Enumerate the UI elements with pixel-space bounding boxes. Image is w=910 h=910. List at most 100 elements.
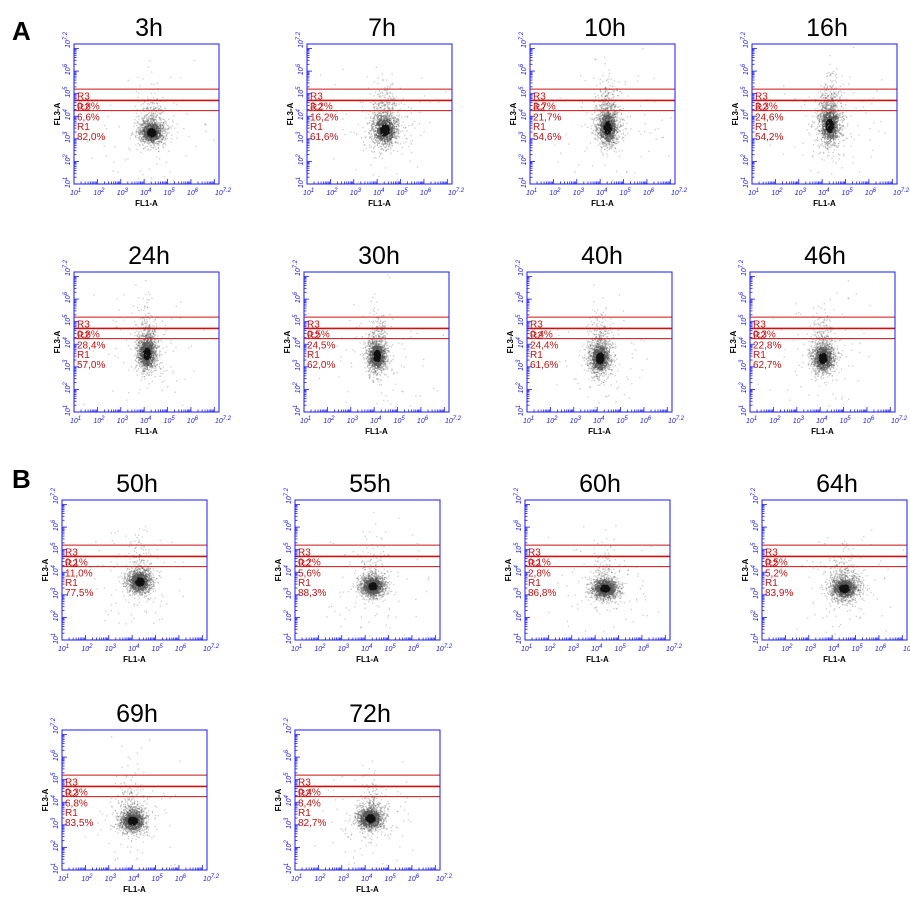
event-dots [320, 67, 447, 185]
y-tick-label: 107.2 [514, 487, 523, 504]
x-tick-label: 105 [397, 188, 409, 197]
gate-percent-r1: 82,0% [77, 132, 105, 143]
x-tick-label: 105 [840, 416, 852, 425]
y-tick-label: 101 [516, 405, 525, 416]
y-tick-label: 105 [284, 542, 293, 554]
y-tick-label: 101 [741, 177, 750, 188]
x-tick-label: 104 [361, 874, 373, 883]
y-axis-label: FL3-A [274, 558, 283, 581]
event-dots [89, 526, 188, 640]
scatter-plot: R30,8%R228,4%R157,0%10110110210210310310… [52, 242, 262, 447]
y-tick-label: 102 [741, 154, 750, 166]
x-tick-label: 102 [326, 188, 338, 197]
x-tick-label: 104 [370, 416, 382, 425]
y-tick-label: 104 [296, 108, 305, 120]
x-tick-label: 102 [544, 644, 556, 653]
x-tick-label: 102 [93, 416, 105, 425]
x-tick-label: 105 [164, 188, 176, 197]
y-axis-label: FL3-A [53, 102, 62, 125]
scatter-plot: R30,3%R222,8%R162,7%10110110210210310310… [728, 242, 910, 447]
y-tick-label: 102 [63, 382, 72, 394]
x-tick-label: 104 [591, 644, 603, 653]
x-tick-label: 101 [291, 874, 302, 883]
x-tick-label: 103 [805, 644, 817, 653]
y-tick-label: 103 [741, 131, 750, 143]
y-tick-label: 101 [284, 633, 293, 644]
x-axis-label: FL1-A [588, 427, 611, 436]
y-tick-label: 105 [296, 86, 305, 98]
event-dots [87, 60, 216, 185]
event-dots [326, 512, 429, 640]
y-tick-label: 107.2 [284, 487, 293, 504]
x-tick-label: 105 [152, 874, 164, 883]
x-tick-label: 101 [70, 416, 81, 425]
x-tick-label: 107.2 [448, 188, 465, 197]
x-axis-label: FL1-A [123, 655, 146, 664]
y-axis-label: FL3-A [274, 788, 283, 811]
y-tick-label: 102 [51, 610, 60, 622]
x-tick-label: 101 [521, 644, 532, 653]
x-tick-label: 103 [350, 188, 362, 197]
x-tick-label: 105 [620, 188, 632, 197]
x-tick-label: 106 [417, 416, 429, 425]
y-axis-label: FL3-A [506, 330, 515, 353]
x-tick-label: 103 [117, 416, 129, 425]
x-tick-label: 102 [771, 188, 783, 197]
x-tick-label: 105 [152, 644, 164, 653]
y-tick-label: 106 [63, 291, 72, 303]
x-axis-label: FL1-A [356, 885, 379, 894]
y-tick-label: 106 [293, 291, 302, 303]
x-tick-label: 103 [105, 644, 117, 653]
y-tick-label: 105 [63, 86, 72, 98]
y-tick-label: 104 [739, 336, 748, 348]
x-tick-label: 103 [338, 644, 350, 653]
x-axis-label: FL1-A [135, 199, 158, 208]
x-tick-label: 105 [615, 644, 627, 653]
x-tick-label: 106 [175, 874, 187, 883]
y-tick-label: 103 [284, 817, 293, 829]
y-tick-label: 101 [63, 405, 72, 416]
gate-percent-r1: 83,5% [65, 818, 93, 829]
x-tick-label: 107.2 [666, 644, 683, 653]
gate-percent-r1: 83,9% [765, 588, 793, 599]
x-tick-label: 102 [81, 644, 93, 653]
y-tick-label: 106 [739, 291, 748, 303]
y-tick-label: 106 [516, 291, 525, 303]
y-axis-label: FL3-A [41, 788, 50, 811]
y-tick-label: 106 [284, 749, 293, 761]
y-tick-label: 104 [63, 336, 72, 348]
x-tick-label: 105 [385, 644, 397, 653]
y-tick-label: 106 [63, 63, 72, 75]
x-tick-label: 106 [875, 644, 887, 653]
x-tick-label: 107.2 [671, 188, 688, 197]
y-tick-label: 106 [519, 63, 528, 75]
x-tick-label: 105 [385, 874, 397, 883]
x-tick-label: 101 [291, 644, 302, 653]
gate-percent-r1: 61,6% [530, 360, 558, 371]
x-axis-label: FL1-A [813, 199, 836, 208]
event-dots [769, 47, 885, 182]
x-tick-label: 105 [617, 416, 629, 425]
x-tick-label: 106 [187, 188, 199, 197]
x-tick-label: 105 [852, 644, 864, 653]
scatter-plot: R30,1%R211,0%R177,5%10110110210210310310… [40, 470, 250, 675]
gate-percent-r1: 86,8% [528, 588, 556, 599]
y-tick-label: 102 [739, 382, 748, 394]
y-tick-label: 107.2 [293, 259, 302, 276]
y-tick-label: 104 [514, 564, 523, 576]
x-tick-label: 102 [549, 188, 561, 197]
x-tick-label: 101 [303, 188, 314, 197]
scatter-plot: R30,4%R224,4%R161,6%10110110210210310310… [505, 242, 715, 447]
y-tick-label: 107.2 [51, 487, 60, 504]
x-tick-label: 104 [593, 416, 605, 425]
event-dots [85, 736, 181, 867]
x-tick-label: 106 [863, 416, 875, 425]
x-tick-label: 103 [570, 416, 582, 425]
x-tick-label: 107.2 [668, 416, 685, 425]
y-axis-label: FL3-A [53, 330, 62, 353]
y-axis-label: FL3-A [286, 102, 295, 125]
y-tick-label: 101 [63, 177, 72, 188]
x-tick-label: 107.2 [215, 188, 232, 197]
